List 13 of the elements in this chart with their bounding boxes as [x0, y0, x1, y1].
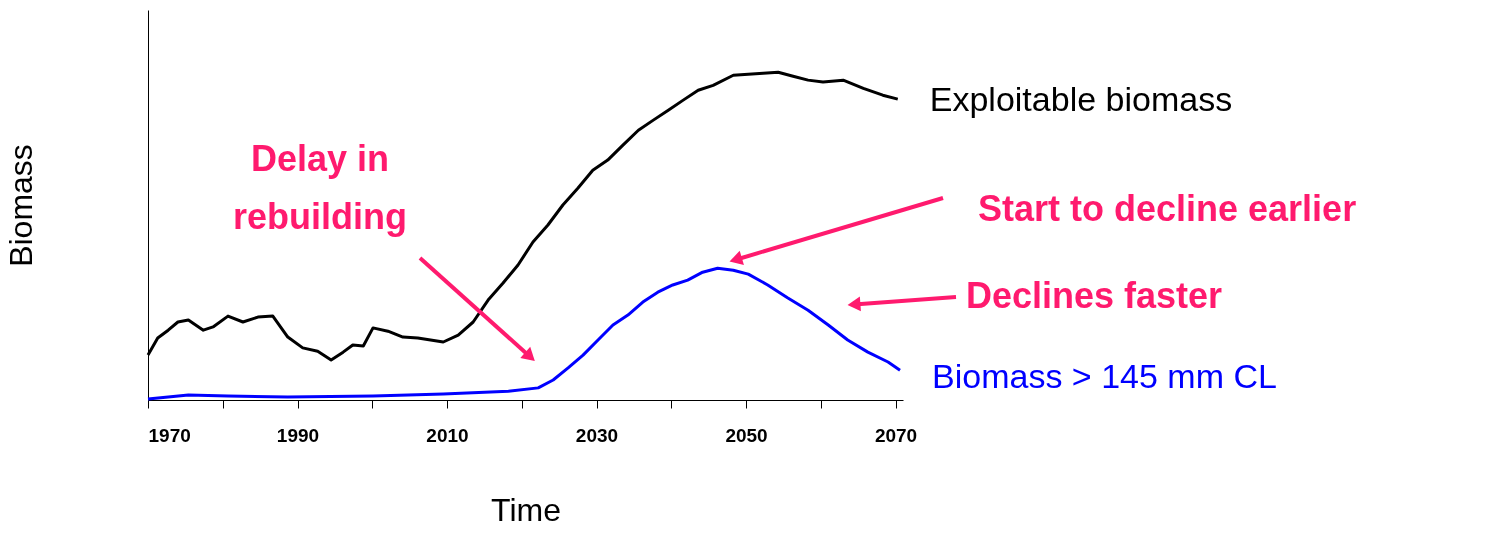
x-tick-label: 2010 — [426, 424, 469, 446]
x-tick-label: 1990 — [276, 424, 320, 446]
annotation: Delay in rebuilding — [233, 138, 407, 237]
x-axis-title: Time — [491, 491, 561, 528]
x-tick-label: 2050 — [725, 424, 768, 446]
series-label: Biomass > 145 mm CL — [932, 357, 1277, 396]
x-tick-label: 2070 — [874, 424, 918, 446]
x-tick-label: 1970 — [148, 424, 191, 446]
x-tick-label: 2030 — [575, 424, 619, 446]
series-label: Exploitable biomass — [929, 80, 1233, 119]
text: Declines faster — [966, 275, 1223, 316]
text: Start to decline earlier — [978, 188, 1357, 229]
y-axis-title: Biomass — [2, 144, 39, 267]
